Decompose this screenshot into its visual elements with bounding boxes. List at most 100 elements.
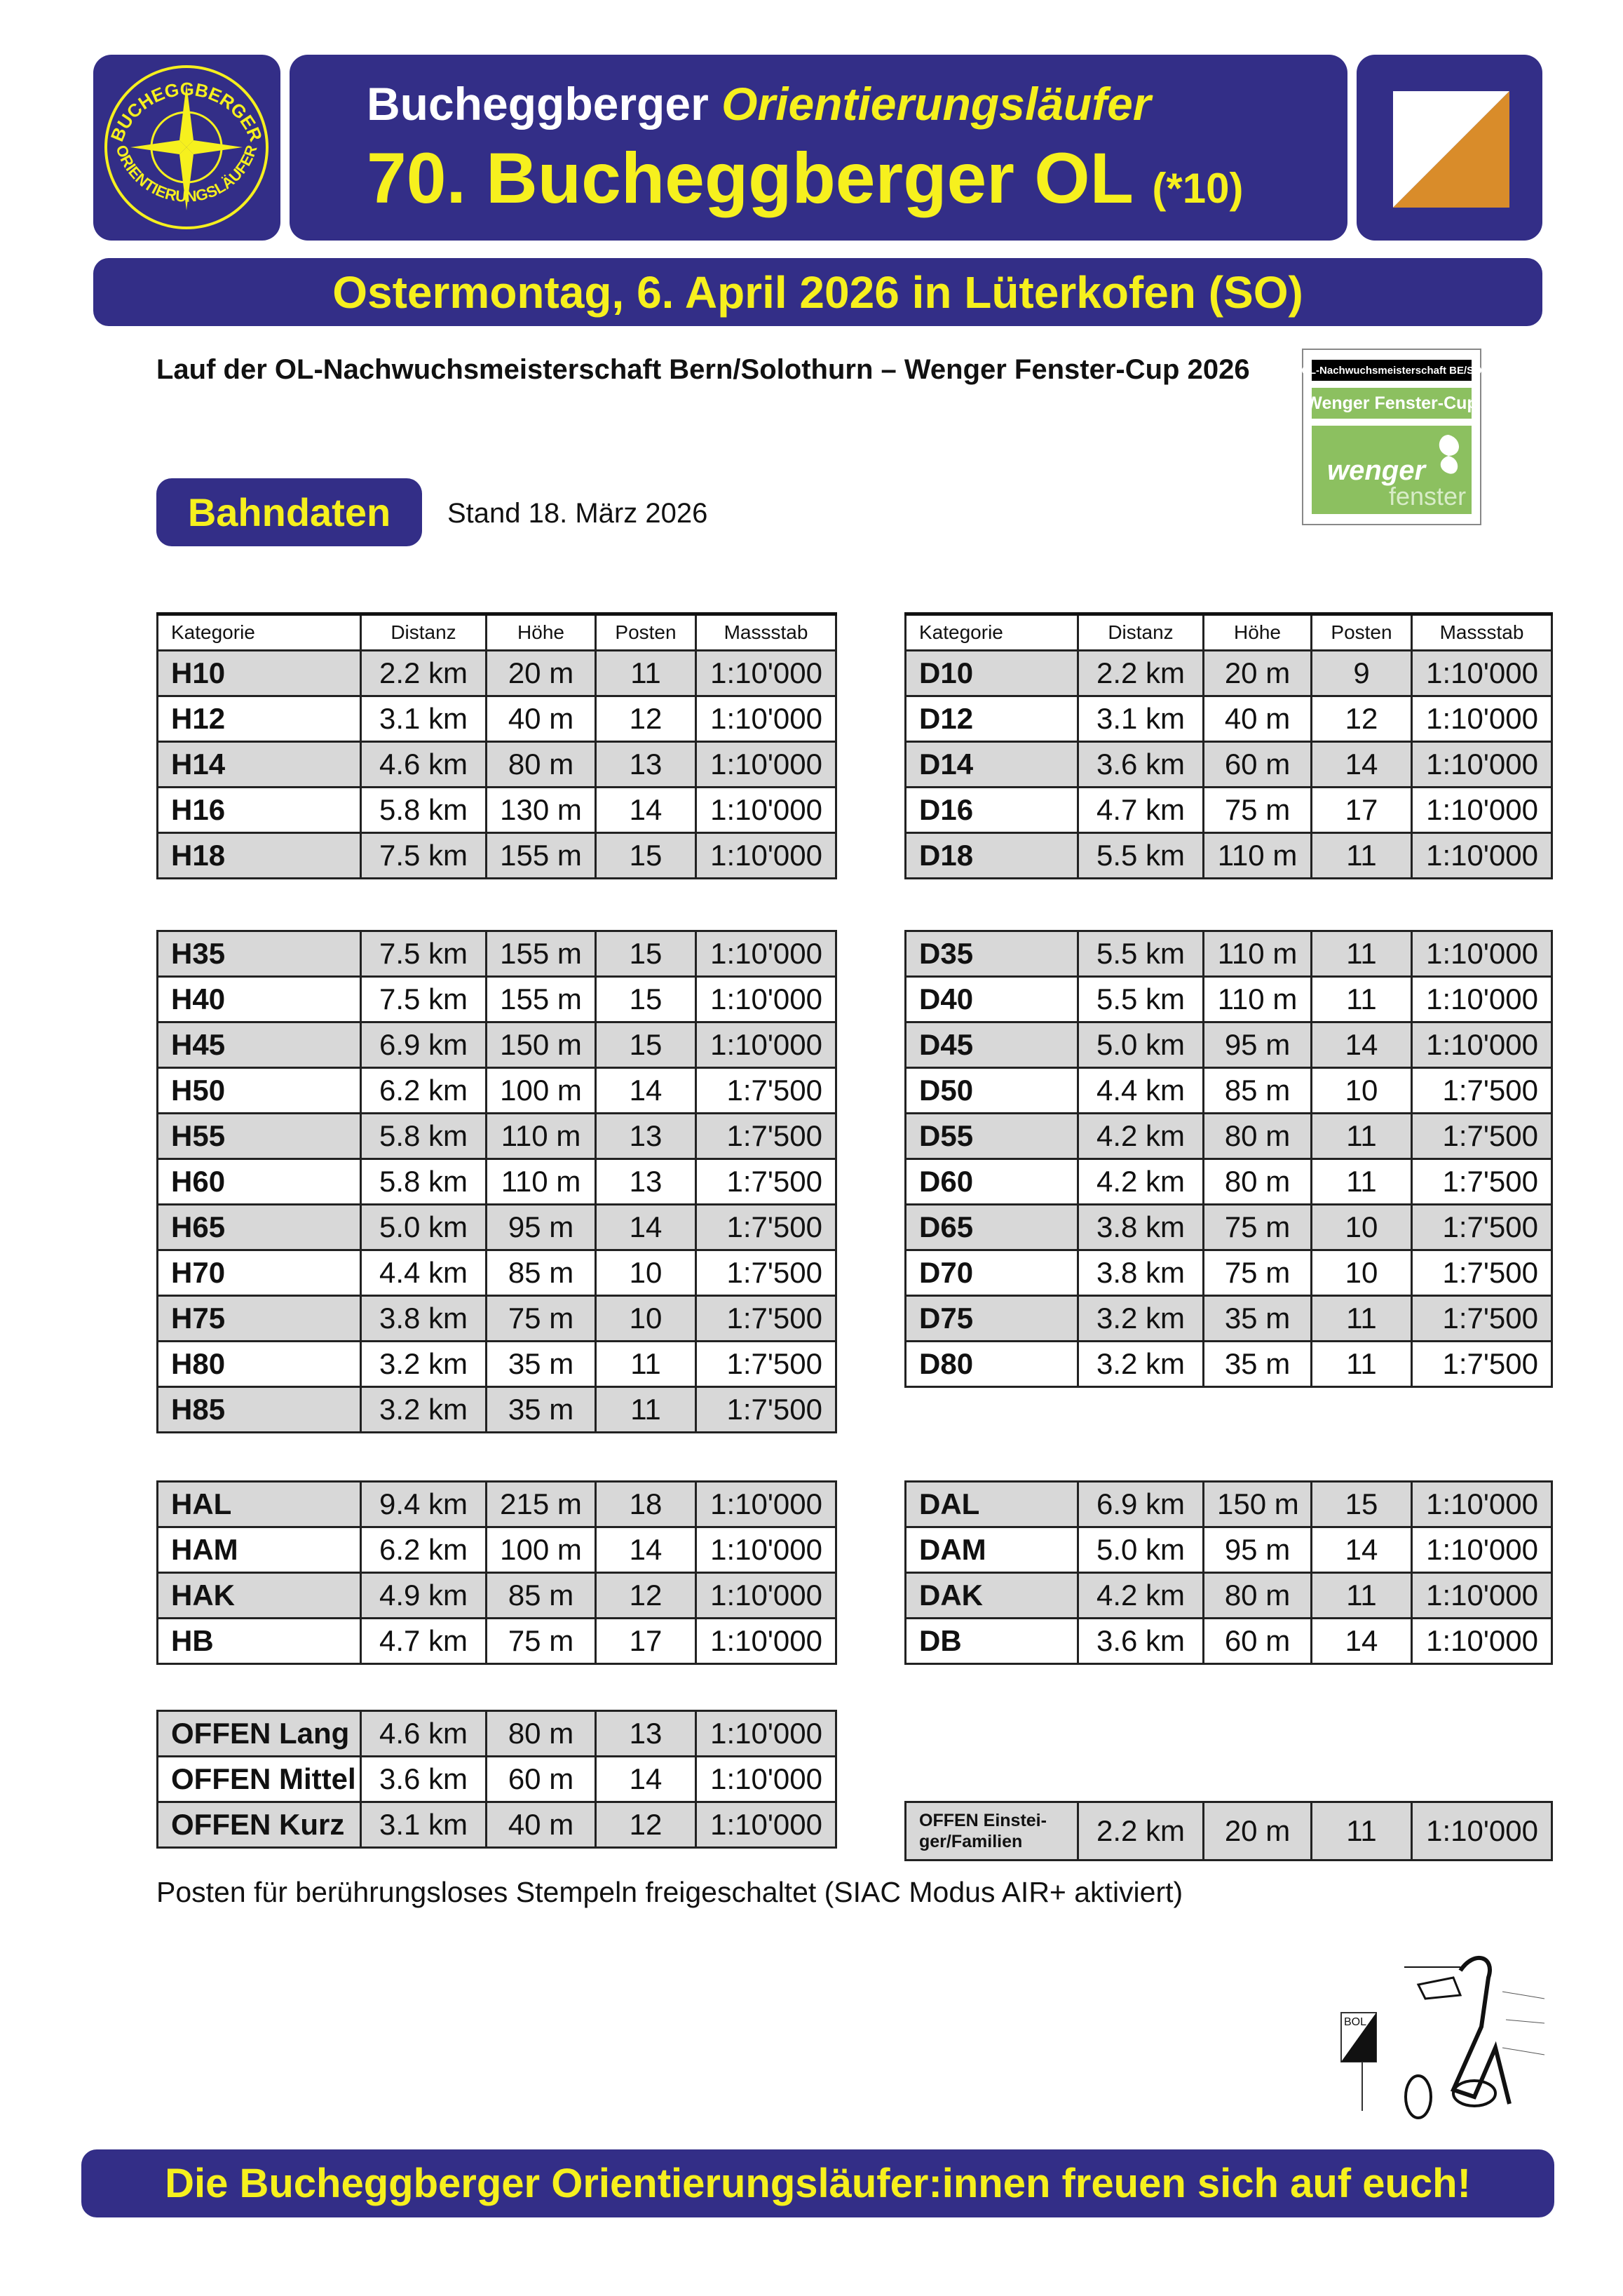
distance-cell: 4.7 km (360, 1617, 487, 1665)
table-row: DAM 5.0 km 95 m 14 1:10'000 (904, 1526, 1553, 1574)
climb-cell: 100 m (485, 1067, 597, 1114)
climb-cell: 40 m (1202, 695, 1312, 743)
controls-cell: 14 (595, 1203, 697, 1251)
category-cell: D14 (904, 741, 1079, 788)
scale-cell: 1:7'500 (1411, 1067, 1553, 1114)
scale-cell: 1:10'000 (1411, 1572, 1553, 1619)
distance-cell: 3.8 km (1077, 1203, 1204, 1251)
right-course-table-4: OFFEN Einstei-ger/Familien 2.2 km 20 m 11 1:… (904, 1801, 1553, 1861)
distance-cell: 4.2 km (1077, 1112, 1204, 1160)
scale-cell: 1:10'000 (1411, 1801, 1553, 1861)
distance-cell: 3.2 km (360, 1340, 487, 1388)
category-cell: D75 (904, 1295, 1079, 1342)
category-cell: HAL (156, 1480, 362, 1528)
category-cell: H40 (156, 975, 362, 1023)
climb-cell: 110 m (1202, 930, 1312, 978)
table-row: H12 3.1 km 40 m 12 1:10'000 (156, 695, 837, 743)
distance-cell: 3.2 km (1077, 1340, 1204, 1388)
right-course-table-2: D35 5.5 km 110 m 11 1:10'000 D40 5.5 km 110 m 11… (904, 930, 1553, 1388)
table-row: D50 4.4 km 85 m 10 1:7'500 (904, 1067, 1553, 1114)
climb-cell: 85 m (485, 1572, 597, 1619)
scale-cell: 1:10'000 (695, 1021, 837, 1069)
scale-cell: 1:7'500 (695, 1112, 837, 1160)
category-cell: H60 (156, 1158, 362, 1206)
left-course-table-1: Kategorie Distanz Höhe Posten Massstab H10 2.2… (156, 612, 837, 879)
column-header: Höhe (1202, 612, 1312, 651)
category-cell: H70 (156, 1249, 362, 1297)
controls-cell: 11 (595, 649, 697, 697)
climb-cell: 95 m (485, 1203, 597, 1251)
category-cell: D55 (904, 1112, 1079, 1160)
distance-cell: 4.4 km (1077, 1067, 1204, 1114)
climb-cell: 35 m (1202, 1340, 1312, 1388)
table-row: H16 5.8 km 130 m 14 1:10'000 (156, 786, 837, 834)
table-row: H55 5.8 km 110 m 13 1:7'500 (156, 1112, 837, 1160)
scale-cell: 1:10'000 (695, 1710, 837, 1757)
sponsor-series: OL-Nachwuchsmeisterschaft BE/SO (1301, 360, 1482, 381)
distance-cell: 4.9 km (360, 1572, 487, 1619)
controls-cell: 14 (595, 786, 697, 834)
table-row: D12 3.1 km 40 m 12 1:10'000 (904, 695, 1553, 743)
table-row: OFFEN Einstei-ger/Familien 2.2 km 20 m 11 1:… (904, 1801, 1553, 1861)
climb-cell: 75 m (1202, 1203, 1312, 1251)
right-course-table-3: DAL 6.9 km 150 m 15 1:10'000 DAM 5.0 km 95 m 14 1… (904, 1480, 1553, 1665)
table-row: H50 6.2 km 100 m 14 1:7'500 (156, 1067, 837, 1114)
scale-cell: 1:10'000 (695, 1572, 837, 1619)
subtitle: Lauf der OL-Nachwuchsmeisterschaft Bern/… (156, 354, 1250, 385)
scale-cell: 1:7'500 (695, 1249, 837, 1297)
category-cell: H10 (156, 649, 362, 697)
controls-cell: 9 (1310, 649, 1413, 697)
climb-cell: 35 m (1202, 1295, 1312, 1342)
category-cell: H16 (156, 786, 362, 834)
siac-note: Posten für berührungsloses Stempeln frei… (156, 1876, 1183, 1908)
scale-cell: 1:10'000 (1411, 1617, 1553, 1665)
scale-cell: 1:10'000 (1411, 1021, 1553, 1069)
table-row: H14 4.6 km 80 m 13 1:10'000 (156, 741, 837, 788)
category-cell: D70 (904, 1249, 1079, 1297)
category-cell: OFFEN Lang (156, 1710, 362, 1757)
category-cell: H35 (156, 930, 362, 978)
climb-cell: 100 m (485, 1526, 597, 1574)
footer-banner: Die Bucheggberger Orientierungsläufer:in… (81, 2149, 1554, 2217)
distance-cell: 5.0 km (360, 1203, 487, 1251)
scale-cell: 1:10'000 (695, 1480, 837, 1528)
controls-cell: 11 (1310, 1158, 1413, 1206)
scale-cell: 1:7'500 (1411, 1295, 1553, 1342)
table-header: Kategorie Distanz Höhe Posten Massstab (156, 612, 837, 651)
scale-cell: 1:7'500 (1411, 1158, 1553, 1206)
category-cell: H50 (156, 1067, 362, 1114)
climb-cell: 20 m (485, 649, 597, 697)
distance-cell: 5.8 km (360, 1112, 487, 1160)
scale-cell: 1:10'000 (1411, 741, 1553, 788)
table-row: D80 3.2 km 35 m 11 1:7'500 (904, 1340, 1553, 1388)
event-title: 70. Bucheggberger OL (*10) (367, 138, 1244, 218)
category-cell: D50 (904, 1067, 1079, 1114)
sponsor-logo: OL-Nachwuchsmeisterschaft BE/SO Wenger F… (1301, 349, 1482, 525)
scale-cell: 1:7'500 (695, 1295, 837, 1342)
column-header: Massstab (695, 612, 837, 651)
distance-cell: 3.8 km (360, 1295, 487, 1342)
category-cell: D10 (904, 649, 1079, 697)
table-row: D75 3.2 km 35 m 11 1:7'500 (904, 1295, 1553, 1342)
category-cell: H12 (156, 695, 362, 743)
column-header: Distanz (1077, 612, 1204, 651)
control-flag-icon (1393, 91, 1509, 208)
distance-cell: 5.0 km (1077, 1526, 1204, 1574)
climb-cell: 75 m (1202, 786, 1312, 834)
controls-cell: 10 (595, 1295, 697, 1342)
climb-cell: 155 m (485, 832, 597, 879)
controls-cell: 13 (595, 1112, 697, 1160)
category-cell: HAM (156, 1526, 362, 1574)
table-row: DAL 6.9 km 150 m 15 1:10'000 (904, 1480, 1553, 1528)
controls-cell: 18 (595, 1480, 697, 1528)
climb-cell: 20 m (1202, 1801, 1312, 1861)
climb-cell: 60 m (485, 1755, 597, 1803)
column-header: Distanz (360, 612, 487, 651)
table-row: D70 3.8 km 75 m 10 1:7'500 (904, 1249, 1553, 1297)
scale-cell: 1:7'500 (695, 1203, 837, 1251)
climb-cell: 75 m (1202, 1249, 1312, 1297)
table-row: H80 3.2 km 35 m 11 1:7'500 (156, 1340, 837, 1388)
table-row: D35 5.5 km 110 m 11 1:10'000 (904, 930, 1553, 978)
distance-cell: 7.5 km (360, 832, 487, 879)
category-cell: OFFEN Kurz (156, 1801, 362, 1849)
